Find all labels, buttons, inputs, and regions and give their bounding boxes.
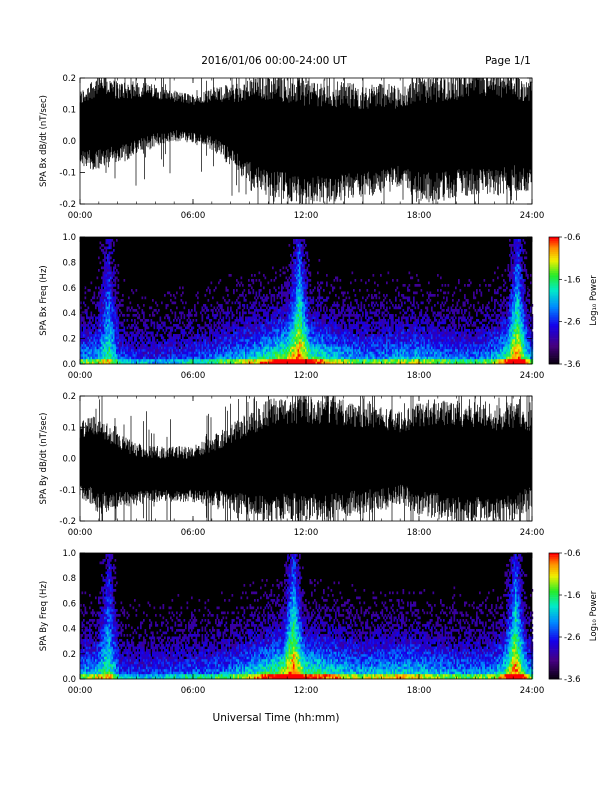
panel-2: 00:00 06:00 12:00 18:00 24:00 1.0 0.8 0.6 0.4 0.2… xyxy=(39,233,544,381)
x-tick-label: 24:00 xyxy=(520,371,545,381)
page-title: 2016/01/06 00:00-24:00 UT xyxy=(201,55,347,67)
panel-1: 00:00 06:00 12:00 18:00 24:00 0.2 0.1 0.0 -0.1 -0… xyxy=(39,74,544,221)
y-tick-label: 0.0 xyxy=(62,455,76,465)
heatmap-cells xyxy=(80,554,534,680)
x-tick-label: 24:00 xyxy=(520,211,545,221)
colorbar-tick-label: -0.6 xyxy=(564,549,581,559)
x-tick-label: 00:00 xyxy=(68,528,93,538)
x-tick-label: 24:00 xyxy=(520,528,545,538)
y-tick-label: 0.4 xyxy=(62,625,76,635)
y-tick-label: -0.2 xyxy=(59,200,76,210)
x-tick-label: 18:00 xyxy=(407,211,432,221)
y-axis-label: SPA Bx Freq (Hz) xyxy=(39,265,49,335)
colorbar-label: Log₁₀ Power xyxy=(589,590,599,641)
x-tick-label: 06:00 xyxy=(181,371,206,381)
y-tick-label: 0.2 xyxy=(62,335,76,345)
colorbar-label: Log₁₀ Power xyxy=(589,275,599,326)
y-tick-label: 0.2 xyxy=(62,650,76,660)
panel-4: 00:00 06:00 12:00 18:00 24:00 1.0 0.8 0.6 0.4 0.2… xyxy=(39,549,544,696)
x-tick-label: 12:00 xyxy=(294,528,319,538)
colorbar: -0.6 -1.6 -2.6 -3.6 Log₁₀ Power xyxy=(548,549,599,685)
x-tick-label: 12:00 xyxy=(294,686,319,696)
y-tick-label: 0.8 xyxy=(62,258,76,268)
x-tick-label: 18:00 xyxy=(407,528,432,538)
x-tick-label: 24:00 xyxy=(520,686,545,696)
x-tick-label: 00:00 xyxy=(68,371,93,381)
x-tick-label: 06:00 xyxy=(181,211,206,221)
y-axis-label: SPA By dB/dt (nT/sec) xyxy=(39,413,49,505)
y-tick-label: 0.6 xyxy=(62,284,76,294)
y-axis-label: SPA By Freq (Hz) xyxy=(39,581,49,651)
x-tick-label: 06:00 xyxy=(181,686,206,696)
colorbar-tick-label: -3.6 xyxy=(564,675,581,685)
panel-3: 00:00 06:00 12:00 18:00 24:00 0.2 0.1 0.0 -0.1 -0… xyxy=(39,392,544,538)
y-tick-label: 0.4 xyxy=(62,309,76,319)
x-tick-label: 12:00 xyxy=(294,371,319,381)
x-tick-label: 18:00 xyxy=(407,371,432,381)
y-tick-label: 0.0 xyxy=(62,675,76,685)
colorbar-tick-label: -2.6 xyxy=(564,318,581,328)
colorbar-tick-label: -2.6 xyxy=(564,633,581,643)
y-tick-label: 0.0 xyxy=(62,137,76,147)
colorbar-tick-label: -3.6 xyxy=(564,360,581,370)
page-number: Page 1/1 xyxy=(485,55,531,67)
panels: 00:00 06:00 12:00 18:00 24:00 0.2 0.1 0.0 -0.1 -0… xyxy=(39,74,544,696)
colorbar-tick-label: -1.6 xyxy=(564,275,581,285)
y-tick-label: 1.0 xyxy=(62,549,76,559)
y-tick-label: 0.2 xyxy=(62,392,76,402)
y-tick-label: 0.8 xyxy=(62,574,76,584)
y-tick-label: 0.0 xyxy=(62,360,76,370)
y-tick-label: 0.1 xyxy=(62,423,76,433)
y-tick-label: -0.2 xyxy=(59,517,76,527)
y-tick-label: -0.1 xyxy=(59,486,76,496)
x-tick-label: 18:00 xyxy=(407,686,432,696)
colorbar-tick-label: -0.6 xyxy=(564,233,581,243)
x-tick-label: 06:00 xyxy=(181,528,206,538)
colorbar-tick-label: -1.6 xyxy=(564,591,581,601)
colorbar: -0.6 -1.6 -2.6 -3.6 Log₁₀ Power xyxy=(548,233,599,370)
x-tick-label: 12:00 xyxy=(294,211,319,221)
x-tick-label: 00:00 xyxy=(68,686,93,696)
y-axis-label: SPA Bx dB/dt (nT/sec) xyxy=(39,95,49,187)
y-tick-label: 1.0 xyxy=(62,233,76,243)
heatmap-cells xyxy=(80,239,534,365)
y-tick-label: 0.1 xyxy=(62,106,76,116)
x-tick-label: 00:00 xyxy=(68,211,93,221)
y-tick-label: 0.2 xyxy=(62,74,76,84)
y-tick-label: 0.6 xyxy=(62,599,76,609)
y-tick-label: -0.1 xyxy=(59,169,76,179)
x-axis-label: Universal Time (hh:mm) xyxy=(213,712,340,724)
